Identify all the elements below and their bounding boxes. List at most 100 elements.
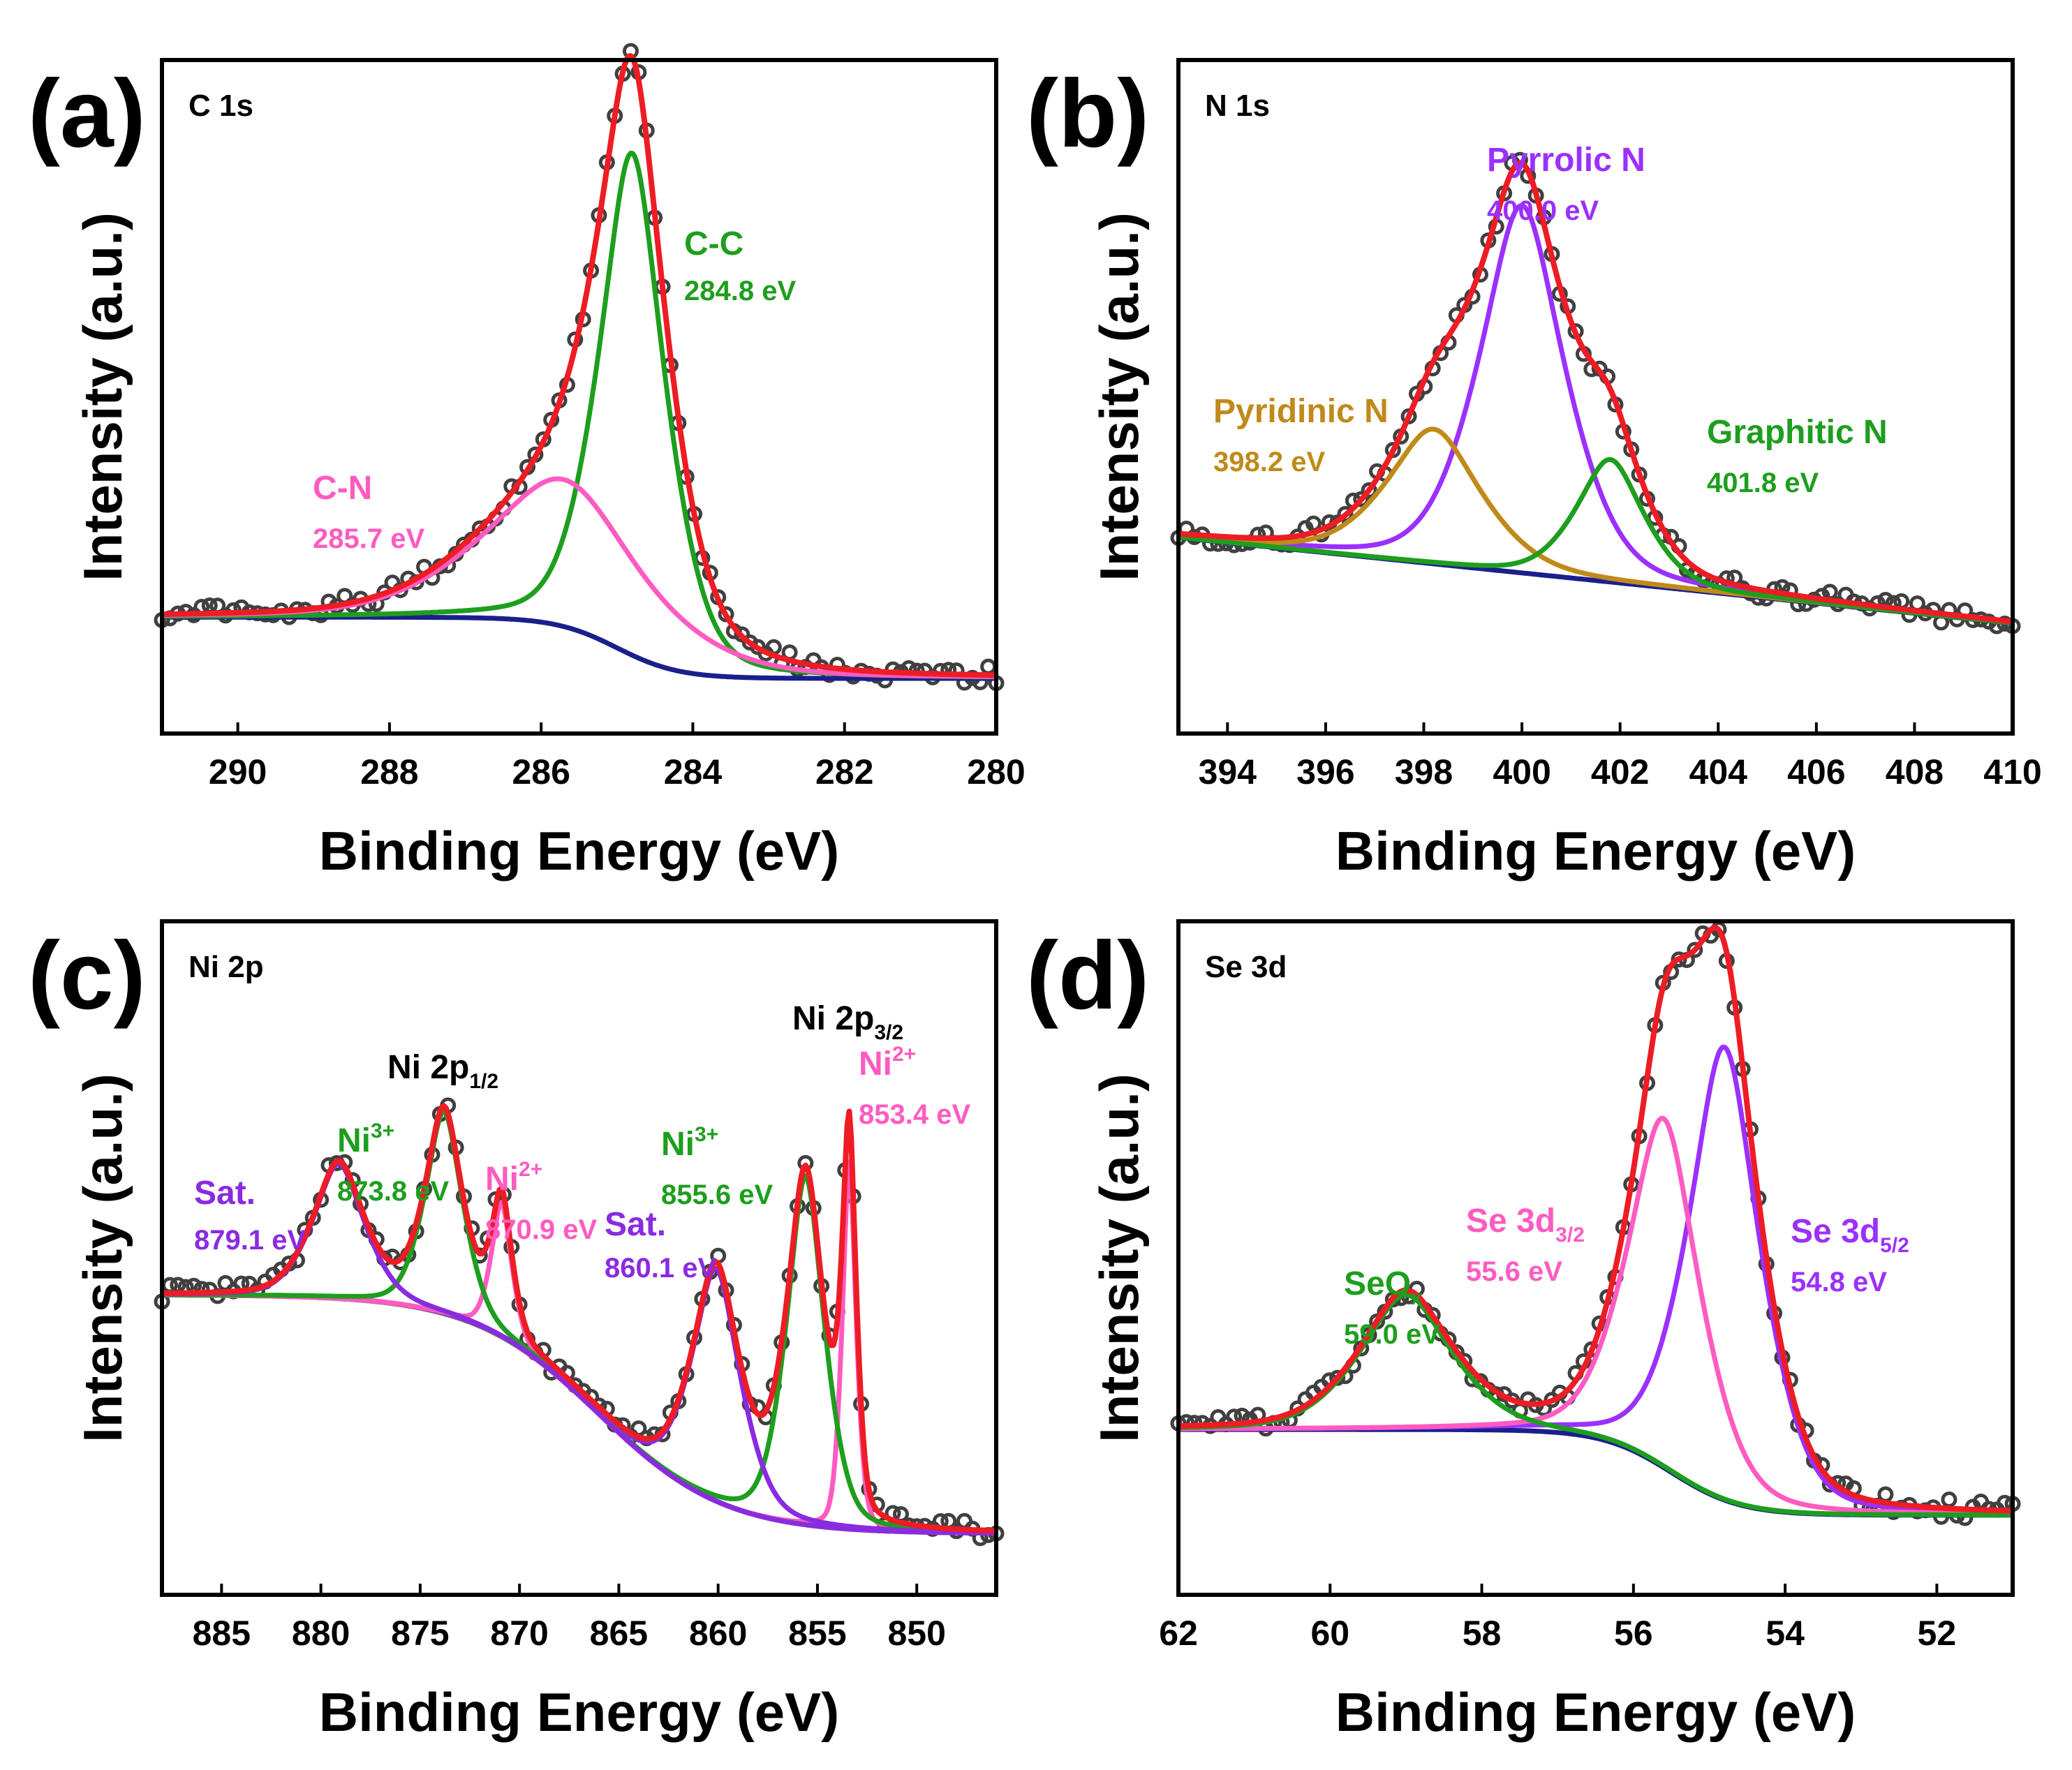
peak-energy: 873.8 eV bbox=[337, 1176, 449, 1207]
x-tick-label: 60 bbox=[1310, 1614, 1349, 1653]
fit-line bbox=[161, 1103, 998, 1534]
x-tick-label: 54 bbox=[1766, 1614, 1805, 1653]
y-axis-label: Intensity (a.u.) bbox=[72, 1073, 133, 1443]
component-line bbox=[1178, 1044, 2013, 1515]
data-point bbox=[1893, 593, 1910, 609]
panel-letter: (a) bbox=[28, 60, 146, 168]
peak-label: Se 3d3/2 bbox=[1466, 1203, 1585, 1247]
plot-frame bbox=[1176, 58, 2015, 736]
panel-title: Se 3d bbox=[1205, 950, 1287, 984]
peak-label: C-N bbox=[313, 470, 372, 507]
data-point bbox=[1511, 151, 1528, 168]
plot-frame bbox=[160, 58, 998, 736]
plot-frame bbox=[160, 919, 998, 1597]
x-tick-label: 282 bbox=[815, 752, 873, 791]
data-point bbox=[1671, 951, 1687, 968]
x-tick-label: 885 bbox=[193, 1614, 251, 1653]
x-tick-label: 394 bbox=[1199, 752, 1257, 791]
x-axis-label: Binding Energy (eV) bbox=[1335, 820, 1856, 882]
component-line bbox=[161, 1109, 997, 1535]
y-axis-label: Intensity (a.u.) bbox=[1088, 1073, 1150, 1443]
peak-energy: 860.1 eV bbox=[605, 1253, 716, 1284]
fit-line bbox=[1177, 160, 2014, 625]
x-tick-label: 52 bbox=[1918, 1614, 1957, 1653]
peak-label: Ni3+ bbox=[661, 1123, 718, 1163]
peak-energy: 400.0 eV bbox=[1487, 195, 1599, 226]
panel-d: (d) Intensity (a.u.) Binding Energy (eV) 62… bbox=[1026, 919, 2021, 1743]
component-line bbox=[161, 476, 997, 679]
peak-energy: 284.8 eV bbox=[684, 276, 796, 306]
x-tick-label: 850 bbox=[887, 1614, 945, 1653]
x-axis-label: Binding Energy (eV) bbox=[319, 1681, 839, 1743]
x-axis-label: Binding Energy (eV) bbox=[319, 820, 839, 882]
x-tick-label: 288 bbox=[360, 752, 418, 791]
x-tick-label: 62 bbox=[1159, 1614, 1198, 1653]
panel-letter: (c) bbox=[28, 922, 146, 1029]
x-tick-label: 880 bbox=[292, 1614, 350, 1653]
fit-line bbox=[1177, 925, 2014, 1514]
y-axis-label: Intensity (a.u.) bbox=[1088, 212, 1150, 581]
peak-label: Pyrrolic N bbox=[1487, 142, 1645, 179]
data-point bbox=[734, 626, 750, 643]
peak-energy: 54.8 eV bbox=[1791, 1267, 1887, 1297]
peak-label: Sat. bbox=[605, 1206, 666, 1243]
y-axis-label: Intensity (a.u.) bbox=[72, 212, 133, 581]
peak-energy: 401.8 eV bbox=[1707, 468, 1819, 498]
x-tick-label: 400 bbox=[1493, 752, 1551, 791]
peak-label: Ni2+ bbox=[485, 1158, 542, 1198]
panel-b: (b) Intensity (a.u.) Binding Energy (eV) 39… bbox=[1026, 58, 2042, 882]
plot-frame bbox=[1176, 919, 2015, 1597]
data-point bbox=[1361, 482, 1377, 498]
peak-energy: 870.9 eV bbox=[485, 1214, 597, 1245]
peak-label: Ni 2p1/2 bbox=[387, 1049, 498, 1093]
x-tick-label: 290 bbox=[209, 752, 267, 791]
peak-label: Pyridinic N bbox=[1213, 393, 1389, 430]
peak-energy: 879.1 eV bbox=[194, 1225, 306, 1256]
x-tick-label: 855 bbox=[788, 1614, 846, 1653]
component-line bbox=[1178, 1115, 2013, 1517]
x-tick-label: 396 bbox=[1296, 752, 1354, 791]
x-axis-label: Binding Energy (eV) bbox=[1335, 1681, 1856, 1743]
panel-c: (c) Intensity (a.u.) Binding Energy (eV) 88… bbox=[28, 919, 1005, 1743]
peak-energy: 853.4 eV bbox=[859, 1099, 970, 1130]
peak-label: Se 3d5/2 bbox=[1791, 1213, 1909, 1257]
peak-label: Graphitic N bbox=[1707, 414, 1888, 451]
data-point bbox=[1877, 1486, 1894, 1503]
x-tick-label: 404 bbox=[1689, 752, 1748, 791]
data-point bbox=[1337, 505, 1354, 522]
x-tick-label: 875 bbox=[391, 1614, 449, 1653]
fit-line bbox=[161, 53, 998, 678]
component-line bbox=[161, 150, 997, 680]
peak-label: SeOx bbox=[1344, 1265, 1423, 1309]
peak-label: Sat. bbox=[194, 1175, 256, 1212]
x-tick-label: 406 bbox=[1787, 752, 1845, 791]
x-tick-label: 56 bbox=[1614, 1614, 1653, 1653]
peak-energy: 398.2 eV bbox=[1213, 447, 1325, 477]
peak-energy: 855.6 eV bbox=[661, 1180, 773, 1210]
peak-label: Ni3+ bbox=[337, 1120, 394, 1159]
x-tick-label: 58 bbox=[1463, 1614, 1502, 1653]
x-tick-label: 398 bbox=[1395, 752, 1453, 791]
x-tick-label: 860 bbox=[689, 1614, 747, 1653]
panel-title: N 1s bbox=[1205, 89, 1270, 123]
panel-a: (a) Intensity (a.u.) Binding Energy (eV) 29… bbox=[28, 43, 1026, 882]
panel-title: Ni 2p bbox=[188, 950, 264, 984]
x-tick-label: 410 bbox=[1983, 752, 2041, 791]
peak-energy: 55.6 eV bbox=[1466, 1256, 1562, 1287]
data-point bbox=[1941, 1491, 1958, 1508]
data-point bbox=[980, 658, 997, 675]
peak-label: C-C bbox=[684, 225, 743, 262]
panel-letter: (d) bbox=[1026, 922, 1149, 1029]
peak-energy: 285.7 eV bbox=[313, 523, 424, 554]
peak-label: Ni 2p3/2 bbox=[792, 1000, 903, 1044]
panel-title: C 1s bbox=[188, 89, 253, 123]
x-tick-label: 865 bbox=[590, 1614, 648, 1653]
peak-energy: 59.0 eV bbox=[1344, 1319, 1440, 1350]
x-tick-label: 280 bbox=[967, 752, 1025, 791]
x-tick-label: 402 bbox=[1591, 752, 1649, 791]
peak-label: Ni2+ bbox=[859, 1043, 916, 1083]
x-tick-label: 284 bbox=[664, 752, 723, 791]
x-tick-label: 286 bbox=[512, 752, 570, 791]
x-tick-label: 408 bbox=[1886, 752, 1944, 791]
